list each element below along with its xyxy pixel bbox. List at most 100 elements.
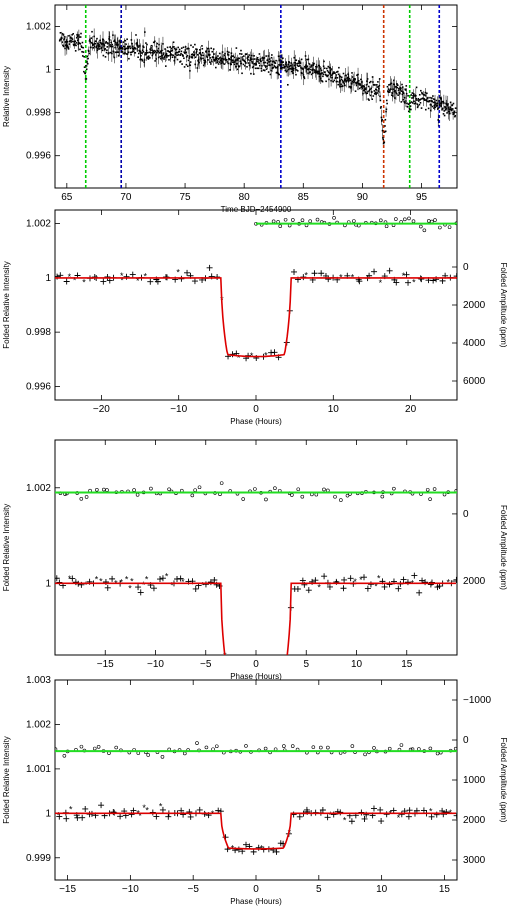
data-point (391, 95, 394, 97)
data-point (265, 55, 267, 57)
data-point (193, 51, 195, 53)
data-point (309, 66, 312, 68)
y2-tick-label: 2000 (463, 300, 486, 311)
data-point (252, 73, 255, 75)
data-point (453, 110, 456, 113)
data-point (162, 52, 165, 54)
star-marker: * (130, 577, 134, 587)
residual-point (79, 744, 84, 749)
data-point (232, 59, 234, 62)
data-point (153, 51, 156, 54)
data-point (280, 63, 282, 66)
data-point (416, 103, 419, 105)
data-point (303, 76, 305, 78)
data-point (70, 41, 73, 43)
plus-marker (154, 278, 161, 285)
plus-marker (386, 267, 393, 274)
residual-point (114, 745, 119, 750)
data-points (58, 27, 457, 145)
residual-point (92, 746, 97, 751)
data-point (379, 99, 382, 102)
data-point (340, 76, 343, 79)
data-point (106, 46, 109, 48)
y2-axis-label: Folded Amplitude (ppm) (499, 738, 508, 823)
y-tick-label: 0.996 (26, 151, 51, 162)
data-point (132, 48, 135, 51)
plus-marker (187, 813, 194, 820)
data-point (260, 60, 262, 62)
data-point (411, 102, 414, 104)
data-point (154, 60, 156, 62)
data-point (191, 55, 193, 58)
data-point (247, 59, 249, 61)
data-point (432, 101, 435, 104)
data-point (82, 51, 85, 53)
data-point (83, 55, 86, 58)
data-point (439, 97, 442, 99)
data-point (361, 85, 364, 88)
residual-point (407, 216, 411, 221)
residual-point (315, 217, 320, 222)
data-point (210, 63, 212, 65)
data-point (269, 60, 272, 62)
y-tick-label: 1 (45, 65, 51, 76)
plus-marker (305, 587, 312, 594)
plus-marker (98, 802, 105, 809)
data-point (368, 81, 371, 84)
data-point (85, 68, 88, 71)
data-point (341, 79, 344, 82)
star-marker: * (429, 806, 433, 816)
plus-marker (405, 279, 412, 286)
data-point (373, 84, 375, 86)
plus-marker (104, 584, 111, 591)
data-point (90, 46, 92, 49)
plus-marker (296, 813, 303, 820)
data-point (157, 47, 160, 50)
data-point (444, 108, 447, 111)
star-marker: * (261, 686, 265, 696)
data-point (147, 58, 150, 60)
plot-frame (54, 679, 458, 881)
data-point (188, 55, 191, 58)
data-point (264, 61, 267, 64)
data-point (258, 62, 260, 64)
star-marker: * (343, 816, 347, 826)
data-point (105, 42, 107, 44)
data-point (381, 118, 383, 121)
data-point (324, 71, 326, 73)
data-point (80, 45, 83, 47)
data-point (146, 43, 148, 46)
residual-point (95, 487, 99, 492)
data-point (130, 53, 132, 56)
data-point (163, 58, 165, 60)
data-point (365, 88, 367, 91)
data-point (71, 38, 74, 40)
data-point (409, 105, 412, 107)
x-tick-label: 0 (253, 884, 259, 895)
data-point (122, 41, 125, 43)
data-point (274, 62, 277, 64)
residual-point (290, 744, 295, 748)
residual-point (363, 752, 367, 757)
data-point (243, 55, 245, 57)
star-marker: * (136, 276, 140, 286)
data-point (88, 40, 91, 42)
data-point (434, 106, 437, 108)
y-tick-label: 0.996 (26, 381, 51, 392)
data-point (78, 36, 81, 38)
data-point (245, 62, 247, 64)
data-point (417, 105, 419, 107)
data-point (207, 53, 210, 56)
residual-point (356, 223, 361, 228)
star-marker: * (99, 576, 103, 586)
data-point (317, 72, 319, 75)
plus-marker (439, 277, 446, 284)
data-point (249, 64, 251, 67)
data-point (412, 95, 414, 97)
data-point (308, 63, 311, 65)
data-point (129, 51, 132, 54)
data-point (437, 107, 440, 109)
data-point (226, 61, 228, 63)
data-point (373, 92, 376, 95)
data-point (420, 89, 422, 92)
